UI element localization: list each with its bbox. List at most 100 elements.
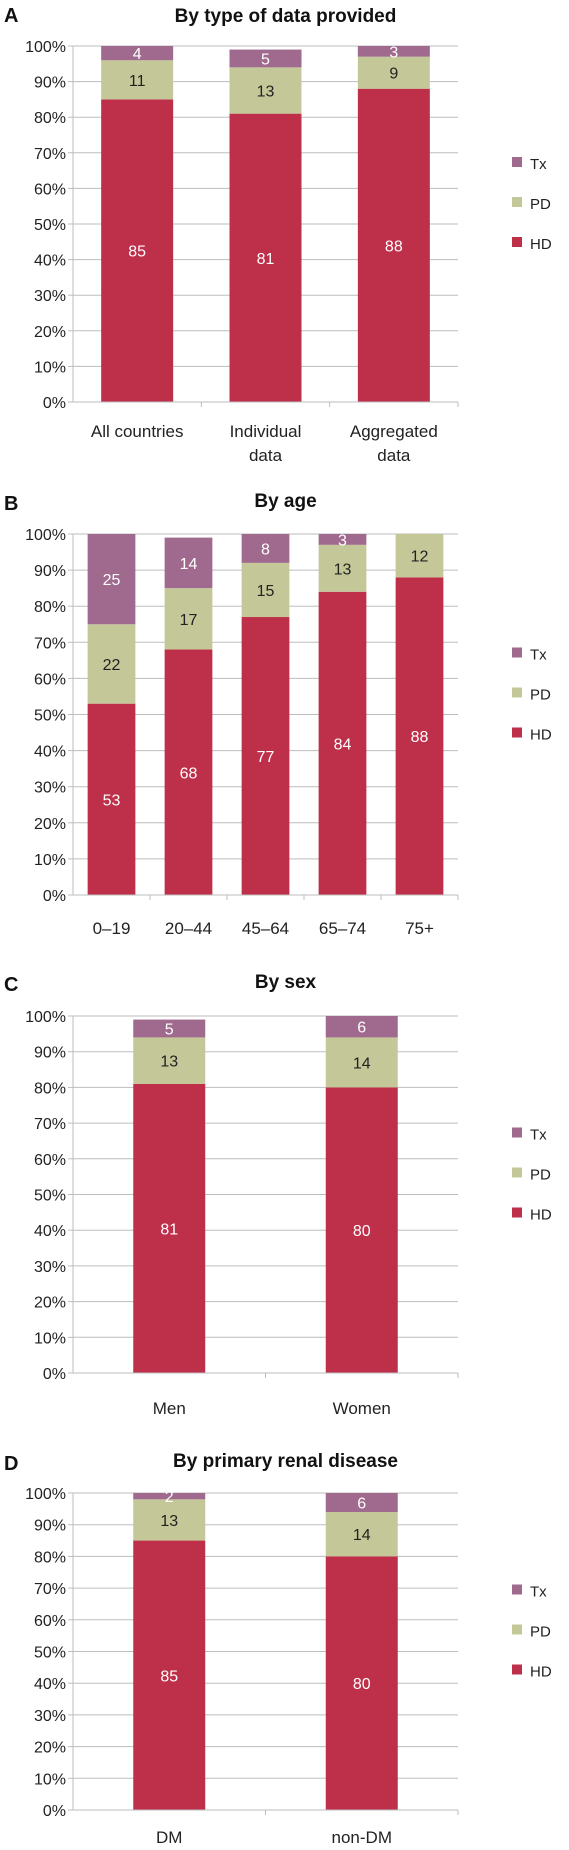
data-label: 5 (261, 51, 270, 68)
legend-swatch-tx (512, 647, 522, 658)
bar-segment-hd (133, 1540, 206, 1810)
legend-label: PD (530, 196, 551, 213)
y-tick-label: 50% (34, 1645, 66, 1662)
data-label: 14 (180, 556, 198, 573)
bar-segment-hd (318, 591, 367, 895)
x-category-label: DM (156, 1828, 182, 1847)
data-label: 14 (353, 1527, 371, 1544)
legend-swatch-tx (512, 157, 522, 167)
legend-label: HD (530, 1207, 552, 1224)
data-label: 6 (357, 1020, 366, 1037)
bar-segment-tx (325, 1493, 398, 1513)
chart-title: By type of data provided (175, 6, 397, 27)
legend-label: HD (530, 1664, 552, 1681)
data-label: 11 (129, 73, 146, 90)
data-label: 81 (160, 1221, 178, 1238)
bar-segment-tx (357, 46, 430, 57)
y-tick-label: 80% (34, 110, 66, 127)
x-category-label: non-DM (332, 1828, 392, 1847)
legend-swatch-hd (512, 1664, 522, 1675)
bar-segment-hd (164, 649, 213, 895)
y-tick-label: 70% (34, 1116, 66, 1133)
y-tick-label: 60% (34, 1613, 66, 1630)
legend-label: Tx (530, 647, 547, 664)
panel-letter: A (4, 5, 18, 27)
legend-swatch-pd (512, 1624, 522, 1635)
x-category-label: 75+ (405, 919, 434, 938)
data-label: 53 (103, 792, 121, 809)
y-tick-label: 10% (34, 359, 66, 376)
data-label: 22 (103, 657, 121, 674)
y-tick-label: 100% (25, 39, 66, 56)
bar-segment-pd (357, 56, 430, 89)
data-label: 81 (257, 251, 275, 268)
data-label: 9 (389, 66, 398, 83)
y-tick-label: 100% (25, 1009, 66, 1026)
x-category-label: Individual data (230, 422, 302, 465)
x-category-label: Men (153, 1399, 186, 1418)
y-tick-label: 50% (34, 708, 66, 725)
panel-letter: B (4, 493, 18, 515)
x-category-label: All countries (91, 422, 184, 441)
legend-label: Tx (530, 156, 547, 173)
y-tick-label: 70% (34, 1581, 66, 1598)
legend-swatch-pd (512, 687, 522, 698)
data-label: 80 (353, 1676, 371, 1693)
bar-segment-tx (133, 1019, 206, 1038)
bar-segment-hd (229, 113, 302, 402)
data-label: 13 (334, 561, 352, 578)
data-label: 84 (334, 736, 352, 753)
y-tick-label: 0% (43, 1803, 66, 1820)
legend-swatch-tx (512, 1584, 522, 1595)
legend-swatch-pd (512, 1167, 522, 1178)
y-tick-label: 70% (34, 635, 66, 652)
data-label: 5 (165, 1021, 174, 1038)
data-label: 88 (385, 238, 403, 255)
data-label: 6 (357, 1496, 366, 1513)
bar-segment-hd (357, 88, 430, 402)
chart-title: By sex (255, 972, 317, 993)
bar-segment-hd (101, 99, 174, 403)
panel-letter: C (4, 974, 18, 996)
bar-segment-hd (241, 617, 290, 895)
legend-swatch-tx (512, 1127, 522, 1138)
y-tick-label: 80% (34, 1080, 66, 1097)
panel-letter: D (4, 1453, 18, 1475)
legend-label: Tx (530, 1127, 547, 1144)
y-tick-label: 30% (34, 1259, 66, 1276)
bar-segment-tx (325, 1016, 398, 1038)
data-label: 13 (160, 1054, 178, 1071)
x-category-label: Aggregated data (350, 422, 438, 465)
y-tick-label: 0% (43, 888, 66, 905)
x-category-label: 65–74 (319, 919, 366, 938)
chart-title: By age (254, 491, 316, 512)
data-label: 77 (257, 749, 275, 766)
y-tick-label: 20% (34, 324, 66, 341)
data-label: 88 (411, 729, 429, 746)
data-label: 15 (257, 583, 275, 600)
data-label: 25 (103, 572, 121, 589)
bar-segment-pd (325, 1037, 398, 1088)
data-label: 3 (338, 532, 347, 549)
data-label: 17 (180, 612, 198, 629)
legend-swatch-hd (512, 727, 522, 738)
data-label: 2 (165, 1489, 174, 1506)
y-tick-label: 50% (34, 1188, 66, 1205)
bar-segment-pd (133, 1037, 206, 1084)
y-tick-label: 60% (34, 1152, 66, 1169)
bar-segment-hd (325, 1087, 398, 1373)
data-label: 13 (160, 1513, 178, 1530)
bar-segment-tx (87, 534, 136, 625)
x-category-label: Women (333, 1399, 391, 1418)
y-tick-label: 20% (34, 1295, 66, 1312)
y-tick-label: 20% (34, 816, 66, 833)
y-tick-label: 90% (34, 1045, 66, 1062)
data-label: 85 (160, 1668, 178, 1685)
y-tick-label: 30% (34, 1708, 66, 1725)
bar-segment-hd (395, 577, 444, 895)
bar-segment-hd (87, 703, 136, 895)
y-tick-label: 50% (34, 217, 66, 234)
data-label: 14 (353, 1055, 371, 1072)
legend-label: PD (530, 1167, 551, 1184)
